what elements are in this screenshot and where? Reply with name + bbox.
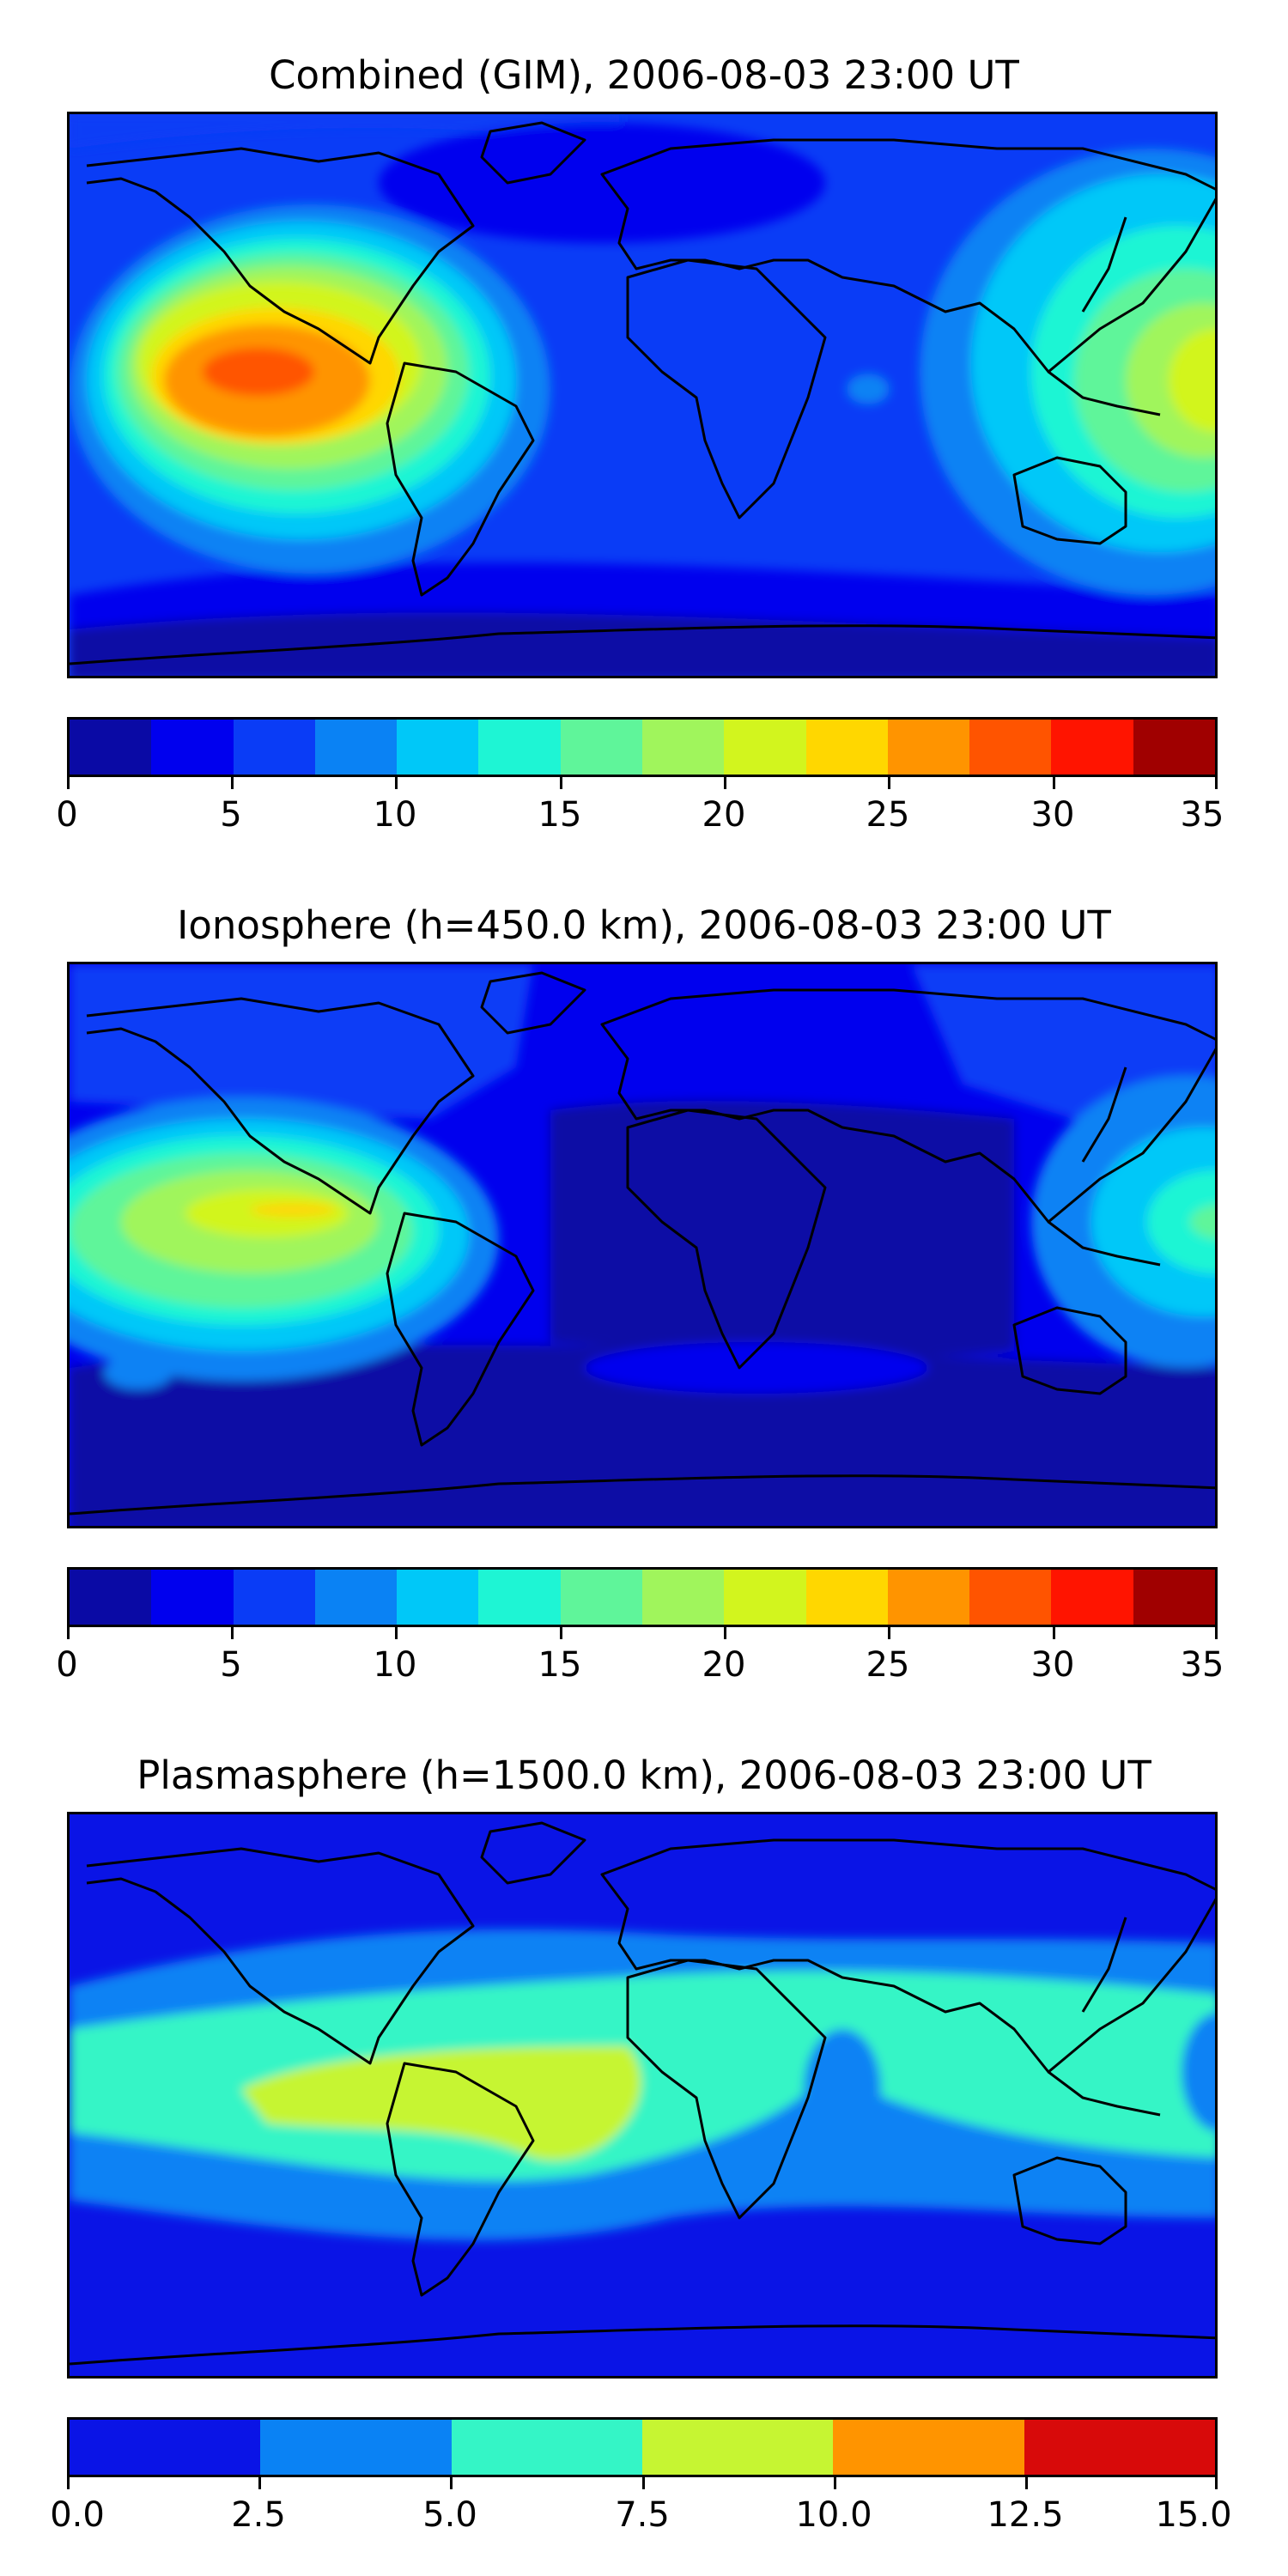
cbar-tick <box>258 2477 261 2489</box>
colorbar-segment <box>451 2420 642 2475</box>
cbar-tick <box>724 1627 726 1639</box>
cbar-tick-label: 20 <box>702 1645 746 1685</box>
map-plasmasphere <box>67 1812 1218 2379</box>
colorbar-segment <box>641 2420 834 2475</box>
cbar-tick-label: 0.0 <box>50 2495 105 2535</box>
cbar-tick-label: 0 <box>56 795 78 835</box>
colorbar-segment <box>805 720 888 775</box>
cbar-tick-label: 10 <box>373 795 417 835</box>
cbar-tick <box>395 777 398 789</box>
cbar-tick <box>1053 777 1055 789</box>
colorbar-segment <box>1133 720 1215 775</box>
colorbar-segment <box>478 720 561 775</box>
cbar-tick <box>450 2477 453 2489</box>
colorbar-segment <box>151 720 234 775</box>
cbar-tick-label: 25 <box>866 1645 910 1685</box>
cbar-tick <box>67 2477 70 2489</box>
cbar-tick <box>231 1627 234 1639</box>
cbar-tick-label: 2.5 <box>231 2495 286 2535</box>
cbar-tick <box>724 777 726 789</box>
cbar-tick <box>642 2477 645 2489</box>
cbar-tick-label: 5 <box>220 795 242 835</box>
cbar-tick <box>560 1627 562 1639</box>
colorbar-segment <box>641 720 725 775</box>
colorbar-segment <box>969 1570 1052 1625</box>
cbar-tick-label: 12.5 <box>987 2495 1064 2535</box>
cbar-tick-label: 20 <box>702 795 746 835</box>
panel-title-plasmasphere: Plasmasphere (h=1500.0 km), 2006-08-03 2… <box>137 1753 1151 1798</box>
cbar-tick <box>834 2477 836 2489</box>
cbar-tick-label: 0 <box>56 1645 78 1685</box>
cbar-tick <box>1215 2477 1218 2489</box>
colorbar-segment <box>233 1570 315 1625</box>
cbar-tick-label: 15 <box>538 795 582 835</box>
cbar-tick-label: 7.5 <box>615 2495 670 2535</box>
colorbar-segment <box>151 1570 234 1625</box>
cbar-tick-label: 5.0 <box>422 2495 477 2535</box>
map-combined <box>67 112 1218 678</box>
cbar-tick <box>1215 777 1218 789</box>
cbar-tick-label: 15.0 <box>1155 2495 1232 2535</box>
colorbar-segment <box>887 720 970 775</box>
cbar-tick-label: 30 <box>1030 1645 1075 1685</box>
colorbar-segment <box>724 720 806 775</box>
colorbar-segment <box>1133 1570 1215 1625</box>
colorbar-segment <box>887 1570 970 1625</box>
cbar-tick-label: 35 <box>1180 795 1224 835</box>
colorbar-segment <box>833 2420 1024 2475</box>
colorbar-segment <box>70 2420 261 2475</box>
colorbar-segment <box>233 720 315 775</box>
cbar-tick <box>888 777 890 789</box>
colorbar-segment <box>397 720 479 775</box>
colorbar-segment <box>560 1570 642 1625</box>
colorbar-ionosphere <box>67 1567 1218 1627</box>
cbar-tick-label: 15 <box>538 1645 582 1685</box>
colorbar-segment <box>260 2420 452 2475</box>
cbar-tick <box>560 777 562 789</box>
colorbar-segment <box>724 1570 806 1625</box>
cbar-tick <box>888 1627 890 1639</box>
colorbar-segment <box>969 720 1052 775</box>
cbar-tick <box>1053 1627 1055 1639</box>
cbar-tick-label: 25 <box>866 795 910 835</box>
cbar-tick-label: 10.0 <box>795 2495 872 2535</box>
cbar-tick <box>231 777 234 789</box>
cbar-tick <box>67 1627 70 1639</box>
colorbar-segment <box>560 720 642 775</box>
cbar-tick <box>1025 2477 1028 2489</box>
colorbar-segment <box>314 720 398 775</box>
panel-title-combined: Combined (GIM), 2006-08-03 23:00 UT <box>269 52 1019 98</box>
cbar-tick <box>395 1627 398 1639</box>
colorbar-combined <box>67 717 1218 777</box>
colorbar-segment <box>70 1570 152 1625</box>
cbar-tick-label: 35 <box>1180 1645 1224 1685</box>
cbar-tick <box>1215 1627 1218 1639</box>
colorbar-segment <box>1051 720 1133 775</box>
colorbar-segment <box>478 1570 561 1625</box>
colorbar-segment <box>641 1570 725 1625</box>
colorbar-segment <box>70 720 152 775</box>
cbar-tick-label: 10 <box>373 1645 417 1685</box>
colorbar-segment <box>1024 2420 1215 2475</box>
cbar-tick-label: 30 <box>1030 795 1075 835</box>
map-ionosphere <box>67 962 1218 1528</box>
colorbar-segment <box>397 1570 479 1625</box>
colorbar-segment <box>1051 1570 1133 1625</box>
colorbar-segment <box>805 1570 888 1625</box>
panel-title-ionosphere: Ionosphere (h=450.0 km), 2006-08-03 23:0… <box>177 902 1111 948</box>
cbar-tick-label: 5 <box>220 1645 242 1685</box>
cbar-tick <box>67 777 70 789</box>
colorbar-segment <box>314 1570 398 1625</box>
colorbar-plasmasphere <box>67 2417 1218 2477</box>
